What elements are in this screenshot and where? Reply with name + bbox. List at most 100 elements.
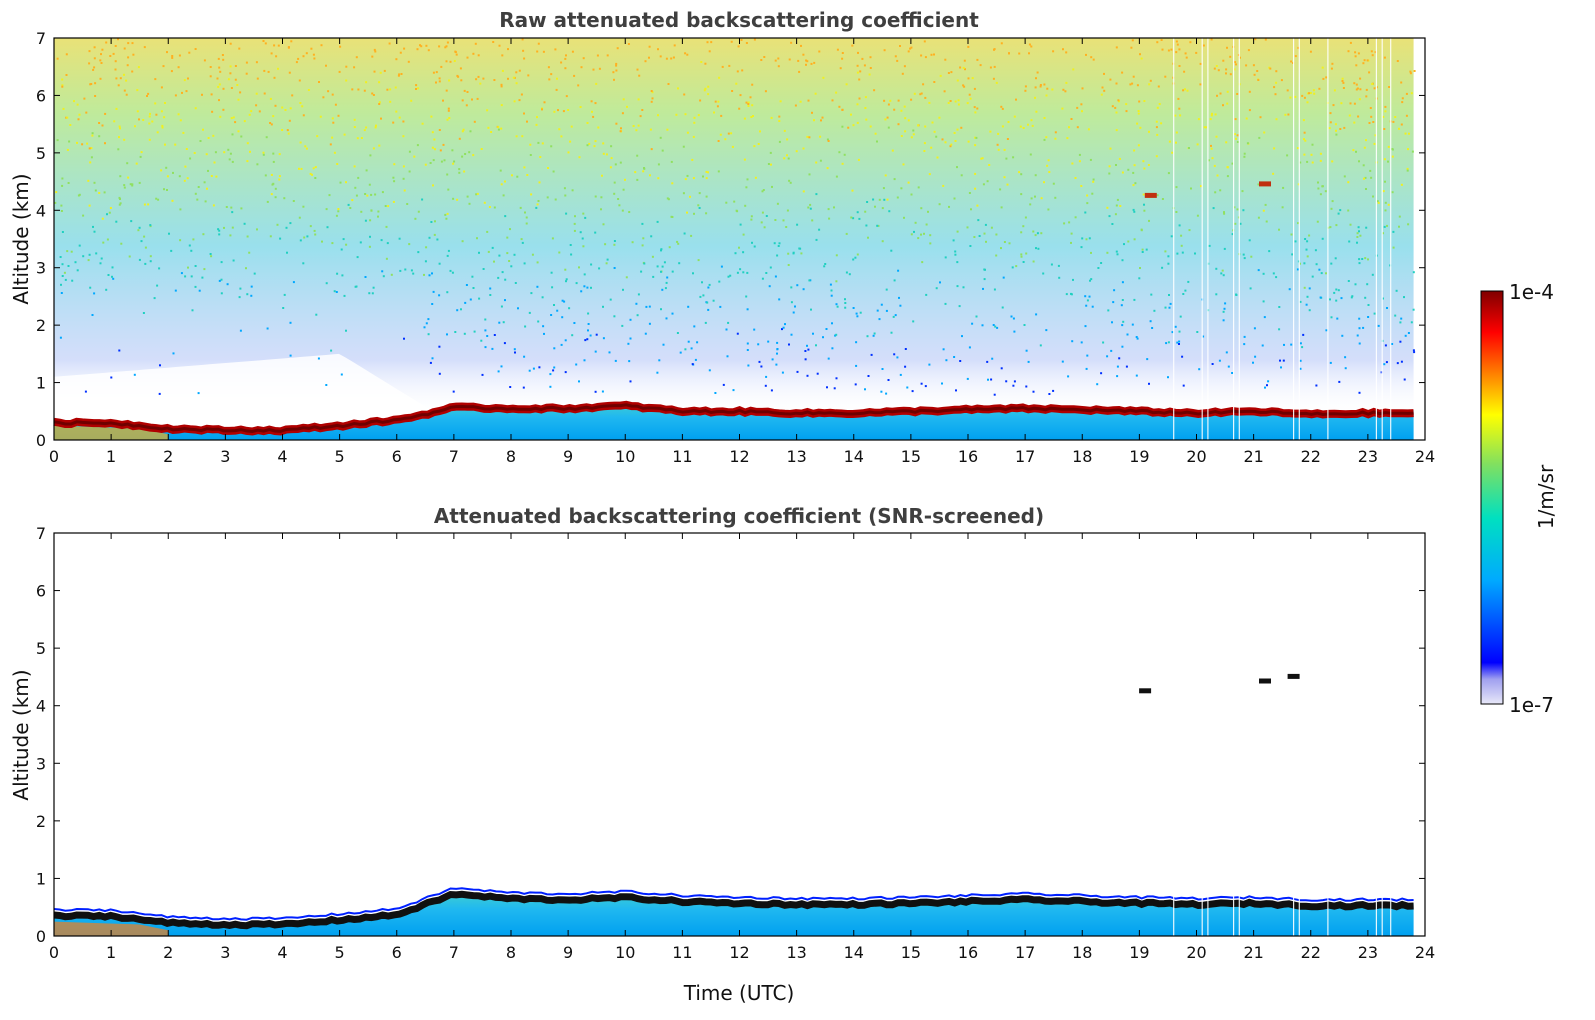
noise-speck (539, 156, 542, 158)
noise-speck (848, 273, 851, 276)
noise-speck (929, 234, 932, 237)
noise-speck (933, 81, 936, 83)
noise-speck (339, 45, 342, 48)
noise-speck (277, 44, 280, 47)
noise-speck (825, 328, 828, 330)
noise-speck (930, 53, 933, 56)
noise-speck (1359, 234, 1362, 237)
noise-speck (598, 267, 601, 270)
noise-speck (1385, 361, 1388, 364)
noise-speck (93, 57, 96, 60)
noise-speck (139, 155, 142, 158)
noise-speck (1139, 126, 1142, 129)
noise-speck (984, 223, 987, 226)
noise-speck (288, 71, 291, 74)
noise-speck (1167, 341, 1170, 344)
noise-speck (366, 194, 369, 197)
noise-speck (601, 174, 603, 177)
noise-speck (506, 252, 509, 255)
noise-speck (1259, 116, 1262, 119)
noise-speck (954, 253, 957, 256)
x-tick-label: 14 (844, 943, 864, 962)
noise-speck (1115, 164, 1117, 166)
noise-speck (163, 116, 166, 119)
noise-speck (1131, 323, 1134, 326)
noise-speck (194, 285, 197, 288)
noise-speck (147, 203, 150, 206)
noise-speck (1257, 216, 1260, 219)
noise-speck (708, 283, 711, 286)
noise-speck (560, 135, 563, 138)
noise-speck (365, 169, 368, 172)
noise-speck (1182, 89, 1185, 92)
noise-speck (98, 192, 101, 194)
noise-speck (605, 153, 608, 156)
noise-speck (123, 184, 126, 187)
noise-speck (444, 46, 447, 49)
noise-speck (1202, 335, 1205, 338)
noise-speck (225, 206, 228, 208)
noise-speck (635, 129, 638, 132)
noise-speck (1399, 321, 1402, 324)
noise-speck (689, 195, 691, 198)
noise-speck (643, 167, 646, 170)
noise-speck (1081, 237, 1084, 240)
noise-speck (503, 342, 506, 345)
noise-speck (923, 150, 926, 152)
noise-speck (477, 54, 480, 57)
noise-speck (1143, 100, 1146, 102)
noise-speck (727, 321, 730, 324)
noise-speck (365, 81, 368, 84)
noise-speck (1148, 83, 1151, 86)
x-tick-label: 5 (335, 447, 345, 466)
noise-speck (1034, 174, 1037, 177)
noise-speck (750, 116, 753, 118)
noise-speck (229, 152, 232, 155)
noise-speck (436, 238, 439, 241)
noise-speck (1347, 50, 1350, 53)
noise-speck (1070, 292, 1072, 295)
noise-speck (88, 62, 91, 65)
noise-speck (356, 137, 359, 140)
noise-speck (1373, 312, 1376, 315)
panel-snr-xlabel: Time (UTC) (683, 981, 795, 1005)
noise-speck (1116, 198, 1119, 201)
noise-speck (839, 67, 842, 70)
noise-speck (844, 306, 847, 309)
noise-speck (77, 118, 80, 121)
noise-speck (1112, 301, 1115, 304)
noise-speck (777, 245, 780, 247)
noise-speck (1107, 309, 1110, 312)
noise-speck (1254, 355, 1257, 358)
noise-speck (509, 386, 512, 388)
noise-speck (1365, 88, 1368, 91)
noise-speck (900, 187, 903, 190)
noise-speck (166, 175, 169, 178)
noise-speck (806, 374, 809, 377)
noise-speck (578, 156, 581, 159)
noise-speck (460, 308, 462, 311)
noise-speck (1337, 212, 1340, 215)
noise-speck (782, 326, 785, 329)
noise-speck (292, 200, 295, 202)
noise-speck (1114, 106, 1117, 109)
noise-speck (761, 190, 764, 193)
noise-speck (767, 163, 770, 165)
noise-speck (515, 135, 518, 138)
noise-speck (500, 305, 503, 308)
noise-speck (1296, 147, 1299, 150)
noise-speck (501, 69, 504, 72)
noise-speck (746, 271, 749, 274)
noise-speck (831, 347, 834, 350)
x-tick-label: 17 (1015, 447, 1035, 466)
noise-speck (477, 75, 480, 78)
noise-speck (1239, 222, 1242, 225)
noise-speck (956, 230, 959, 233)
noise-speck (1301, 94, 1304, 97)
noise-speck (1161, 48, 1164, 51)
noise-speck (168, 232, 170, 235)
noise-speck (1028, 43, 1031, 46)
noise-speck (790, 301, 793, 304)
noise-speck (1199, 83, 1202, 86)
noise-speck (818, 228, 821, 231)
